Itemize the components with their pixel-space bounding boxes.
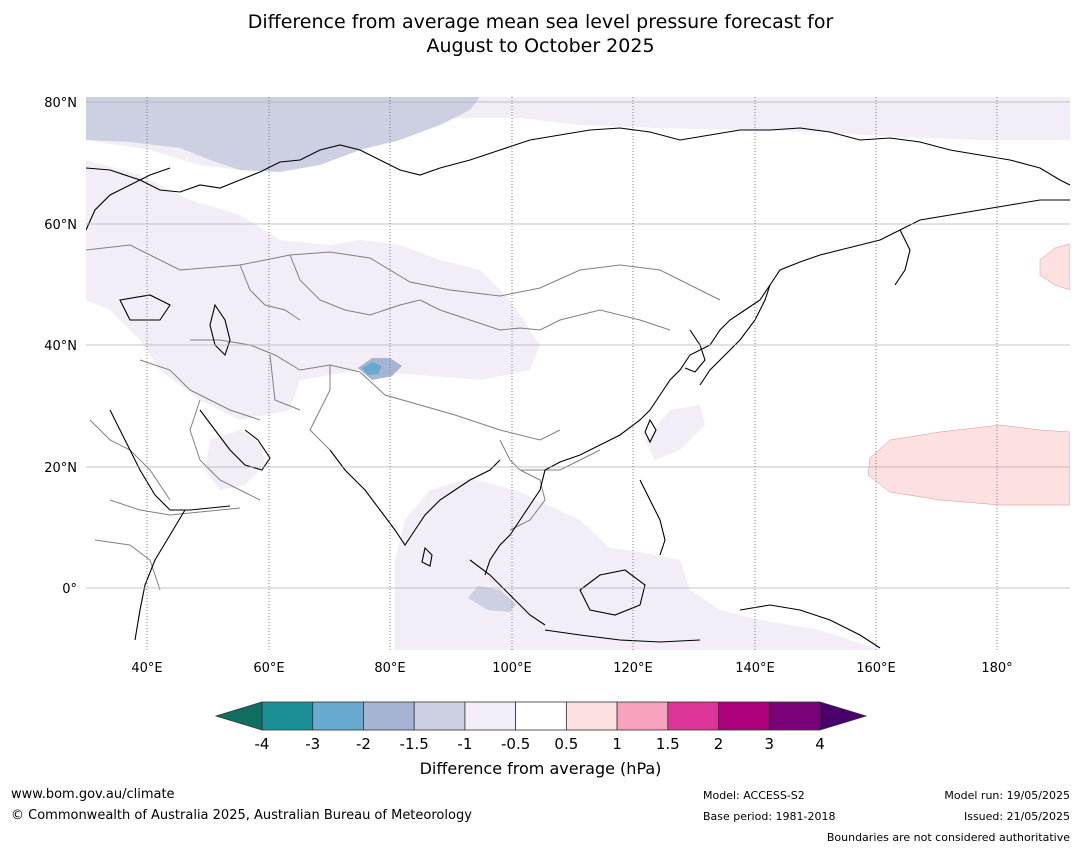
lon-label-100e: 100°E: [492, 661, 532, 676]
colorbar-tick-label: 1: [612, 735, 622, 753]
colorbar-tick-label: 4: [815, 735, 825, 753]
coast-china-east: [544, 344, 711, 471]
colorbar-bins: [261, 701, 821, 731]
footer-copyright: © Commonwealth of Australia 2025, Austra…: [11, 808, 472, 823]
coast-scandinavia: [86, 167, 171, 231]
coast-arctic: [86, 127, 1070, 193]
anomaly-region-arabia-positive: [205, 430, 265, 490]
lon-label-140e: 140°E: [735, 661, 775, 676]
footer-website: www.bom.gov.au/climate: [11, 787, 175, 802]
coast-sri-lanka: [421, 546, 433, 567]
colorbar-tick-label: 2: [714, 735, 724, 753]
coast-caspian: [209, 303, 231, 357]
lon-label-60e: 60°E: [253, 661, 284, 676]
lat-label-0: 0°: [62, 582, 77, 597]
colorbar-bin: [413, 701, 466, 731]
anomaly-region-sumatra-negative: [468, 586, 516, 612]
colorbar-bin: [768, 701, 821, 731]
lon-label-180: 180°: [981, 661, 1012, 676]
colorbar-tick-label: 0.5: [554, 735, 578, 753]
footer-issued: Issued: 21/05/2025: [963, 810, 1070, 823]
coast-red-sea-africa: [109, 409, 231, 511]
colorbar-min-arrow: [214, 701, 263, 731]
colorbar-tick-label: -2: [356, 735, 371, 753]
colorbar-bin: [363, 701, 415, 731]
map-panel: 80°N 60°N 40°N 20°N 0° 40°E 60°E 80°E 10…: [44, 96, 1070, 676]
colorbar-bin: [312, 701, 364, 731]
anomaly-shading: [86, 97, 1070, 650]
map-svg: 80°N 60°N 40°N 20°N 0° 40°E 60°E 80°E 10…: [44, 96, 1070, 676]
colorbar-tick-label: -3: [305, 735, 320, 753]
lon-label-120e: 120°E: [613, 661, 653, 676]
colorbar-tick-label: 3: [764, 735, 774, 753]
lon-label-160e: 160°E: [856, 661, 896, 676]
coast-sumatra: [469, 559, 546, 626]
colorbar-tick-label: -0.5: [501, 735, 530, 753]
footer-model-run: Model run: 19/05/2025: [944, 789, 1070, 802]
coast-kamchatka: [894, 229, 911, 286]
coast-korea: [684, 329, 706, 373]
coast-new-guinea: [739, 604, 881, 649]
anomaly-region-pamir-core: [362, 362, 382, 375]
anomaly-region-pacific-high: [867, 424, 1070, 506]
coast-pacific-russia: [709, 199, 1070, 346]
coast-india: [329, 449, 501, 546]
longitude-labels: 40°E 60°E 80°E 100°E 120°E 140°E 160°E 1…: [131, 661, 1012, 676]
colorbar-tick-labels: -4 -3 -2 -1.5 -1 -0.5 0.5 1 1.5 2 3 4: [255, 735, 825, 753]
colorbar-bin: [565, 701, 618, 731]
title-line-1: Difference from average mean sea level p…: [247, 11, 834, 33]
coastlines: [86, 127, 1070, 649]
lon-label-40e: 40°E: [131, 661, 162, 676]
colorbar-tick-label: -1: [457, 735, 472, 753]
coast-black-sea: [119, 294, 171, 321]
lat-label-40n: 40°N: [44, 339, 77, 354]
colorbar-svg: -4 -3 -2 -1.5 -1 -0.5 0.5 1 1.5 2 3 4: [214, 701, 868, 753]
anomaly-region-north-negative: [86, 97, 480, 172]
longitude-gridlines: [146, 97, 998, 650]
coast-indochina: [484, 469, 546, 576]
country-boundaries: [86, 244, 721, 591]
lat-label-60n: 60°N: [44, 218, 77, 233]
lon-label-80e: 80°E: [374, 661, 405, 676]
colorbar-title: Difference from average (hPa): [419, 759, 662, 778]
colorbar-bin: [261, 701, 314, 731]
coast-java: [544, 629, 701, 643]
footer-model: Model: ACCESS-S2: [703, 789, 805, 802]
anomaly-region-west-pacific-positive: [645, 405, 705, 460]
latitude-gridlines: [86, 101, 1070, 589]
latitude-labels: 80°N 60°N 40°N 20°N 0°: [44, 96, 77, 597]
colorbar-tick-label: -4: [255, 735, 270, 753]
coast-taiwan: [644, 418, 657, 444]
lat-label-20n: 20°N: [44, 461, 77, 476]
coast-east-africa: [134, 509, 186, 641]
title-line-2: August to October 2025: [426, 35, 655, 57]
anomaly-region-indian-ocean-positive: [395, 478, 880, 650]
colorbar-bin: [464, 701, 517, 731]
colorbar-bin: [515, 701, 567, 731]
colorbar-bin: [718, 701, 770, 731]
lat-label-80n: 80°N: [44, 96, 77, 111]
map-title: Difference from average mean sea level p…: [0, 10, 1081, 58]
footer-base-period: Base period: 1981-2018: [703, 810, 836, 823]
anomaly-region-north-pacific-high: [1039, 243, 1070, 291]
coast-borneo: [579, 569, 646, 616]
coast-arabia: [199, 409, 271, 471]
colorbar-bin: [616, 701, 669, 731]
colorbar-bin: [667, 701, 719, 731]
coast-japan: [699, 284, 771, 386]
colorbar-tick-label: -1.5: [400, 735, 429, 753]
footer-disclaimer: Boundaries are not considered authoritat…: [826, 831, 1070, 844]
colorbar-max-arrow: [819, 701, 868, 731]
anomaly-region-central-asia-positive: [86, 160, 540, 420]
coast-philippines: [639, 479, 666, 556]
colorbar: -4 -3 -2 -1.5 -1 -0.5 0.5 1 1.5 2 3 4: [0, 690, 1081, 790]
map-area: [86, 97, 1070, 650]
colorbar-tick-label: 1.5: [656, 735, 680, 753]
